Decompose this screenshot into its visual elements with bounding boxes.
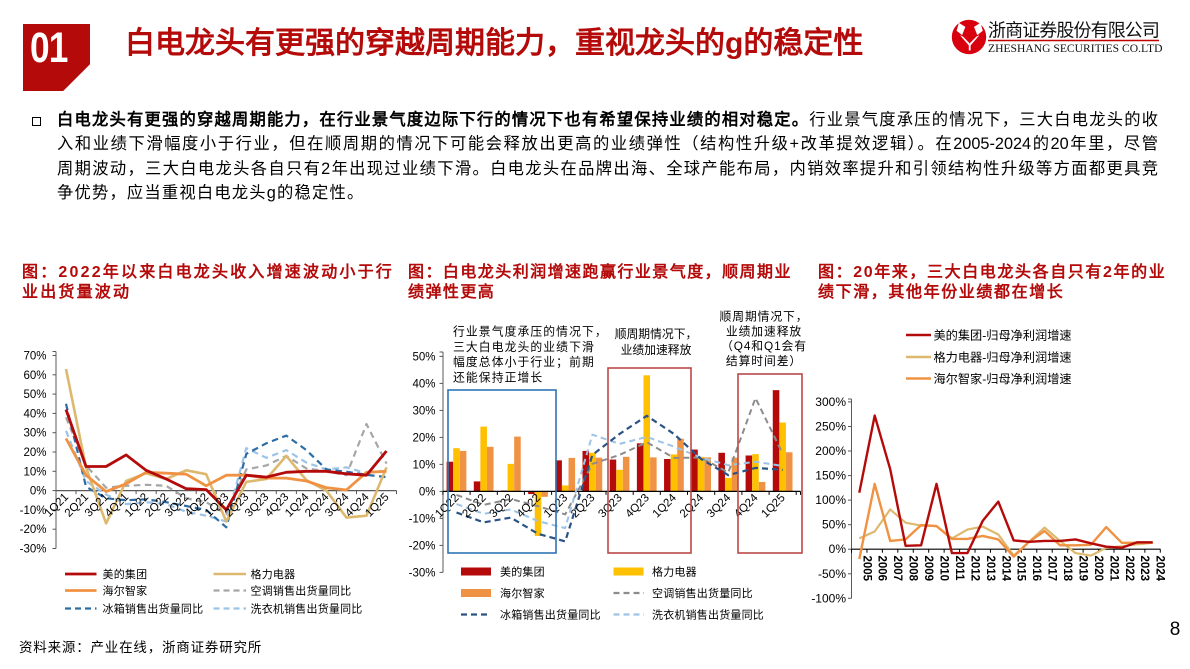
svg-text:2021: 2021	[1107, 556, 1119, 582]
svg-text:-30%: -30%	[20, 544, 47, 556]
svg-text:2009: 2009	[922, 556, 934, 582]
svg-text:格力电器-归母净利润增速: 格力电器-归母净利润增速	[934, 350, 1072, 365]
svg-text:格力电器: 格力电器	[251, 567, 296, 581]
svg-text:0%: 0%	[30, 486, 47, 498]
svg-text:（Q4和Q1会有: （Q4和Q1会有	[721, 339, 807, 353]
svg-text:美的集团: 美的集团	[500, 565, 545, 579]
svg-text:30%: 30%	[23, 428, 46, 440]
svg-text:空调销售出货量同比: 空调销售出货量同比	[652, 586, 753, 600]
svg-text:2013: 2013	[984, 556, 996, 582]
svg-text:顺周期情况下，: 顺周期情况下，	[720, 310, 809, 324]
svg-text:2014: 2014	[999, 556, 1011, 582]
svg-text:冰箱销售出货量同比: 冰箱销售出货量同比	[103, 602, 204, 616]
svg-text:150%: 150%	[815, 469, 846, 483]
svg-text:空调销售出货量同比: 空调销售出货量同比	[251, 584, 352, 598]
svg-text:2019: 2019	[1077, 556, 1089, 582]
svg-text:三大白电龙头的业绩下滑: 三大白电龙头的业绩下滑	[453, 340, 595, 354]
svg-text:2022: 2022	[1123, 556, 1135, 582]
svg-text:还能保持正增长: 还能保持正增长	[453, 370, 543, 384]
svg-text:洗衣机销售出货量同比: 洗衣机销售出货量同比	[251, 602, 363, 616]
svg-text:40%: 40%	[23, 408, 46, 420]
svg-text:-10%: -10%	[20, 505, 47, 517]
svg-text:2012: 2012	[968, 556, 980, 582]
svg-text:海尔智家: 海尔智家	[103, 584, 148, 598]
svg-text:2011: 2011	[953, 556, 965, 582]
svg-text:30%: 30%	[412, 405, 435, 417]
svg-text:10%: 10%	[23, 466, 46, 478]
svg-text:业绩加速释放: 业绩加速释放	[621, 343, 692, 357]
svg-text:2007: 2007	[891, 556, 903, 582]
svg-text:顺周期情况下，: 顺周期情况下，	[615, 327, 698, 341]
svg-text:250%: 250%	[815, 420, 846, 434]
svg-text:50%: 50%	[822, 518, 846, 532]
svg-text:ZHESHANG SECURITIES CO.LTD: ZHESHANG SECURITIES CO.LTD	[988, 42, 1162, 55]
svg-text:-20%: -20%	[409, 540, 436, 552]
svg-text:2005: 2005	[860, 556, 872, 582]
svg-text:50%: 50%	[23, 389, 46, 401]
svg-text:70%: 70%	[23, 351, 46, 363]
svg-text:10%: 10%	[412, 459, 435, 471]
svg-text:2018: 2018	[1061, 556, 1073, 582]
svg-text:2006: 2006	[876, 556, 888, 582]
svg-text:60%: 60%	[23, 370, 46, 382]
svg-text:美的集团-归母净利润增速: 美的集团-归母净利润增速	[934, 328, 1072, 343]
svg-text:-50%: -50%	[818, 567, 846, 581]
svg-text:2017: 2017	[1046, 556, 1058, 582]
svg-text:2010: 2010	[938, 556, 950, 582]
svg-text:2008: 2008	[907, 556, 919, 582]
svg-text:格力电器: 格力电器	[652, 565, 697, 579]
svg-text:-100%: -100%	[811, 591, 846, 605]
svg-text:海尔智家: 海尔智家	[500, 586, 545, 600]
svg-text:20%: 20%	[412, 432, 435, 444]
svg-text:100%: 100%	[815, 493, 846, 507]
svg-text:海尔智家-归母净利润增速: 海尔智家-归母净利润增速	[934, 371, 1072, 386]
svg-text:行业景气度承压的情况下，: 行业景气度承压的情况下，	[453, 325, 608, 339]
svg-text:50%: 50%	[412, 351, 435, 363]
svg-text:-10%: -10%	[409, 513, 436, 525]
svg-text:-20%: -20%	[20, 524, 47, 536]
svg-text:美的集团: 美的集团	[103, 567, 148, 581]
svg-text:2016: 2016	[1030, 556, 1042, 582]
svg-text:结算时间差）: 结算时间差）	[726, 354, 802, 368]
svg-text:2015: 2015	[1015, 556, 1027, 582]
svg-text:40%: 40%	[412, 378, 435, 390]
svg-text:300%: 300%	[815, 395, 846, 409]
svg-text:2024: 2024	[1154, 556, 1166, 582]
svg-text:浙商证券股份有限公司: 浙商证券股份有限公司	[988, 21, 1159, 41]
svg-text:20%: 20%	[23, 447, 46, 459]
svg-text:200%: 200%	[815, 444, 846, 458]
svg-text:业绩加速释放: 业绩加速释放	[726, 324, 802, 338]
svg-text:0%: 0%	[419, 486, 436, 498]
svg-text:2020: 2020	[1092, 556, 1104, 582]
svg-text:0%: 0%	[829, 542, 847, 556]
svg-text:冰箱销售出货量同比: 冰箱销售出货量同比	[500, 608, 601, 622]
svg-text:幅度总体小于行业；前期: 幅度总体小于行业；前期	[453, 355, 595, 369]
svg-text:洗衣机销售出货量同比: 洗衣机销售出货量同比	[652, 608, 764, 622]
svg-text:2023: 2023	[1138, 556, 1150, 582]
svg-text:-30%: -30%	[409, 567, 436, 579]
